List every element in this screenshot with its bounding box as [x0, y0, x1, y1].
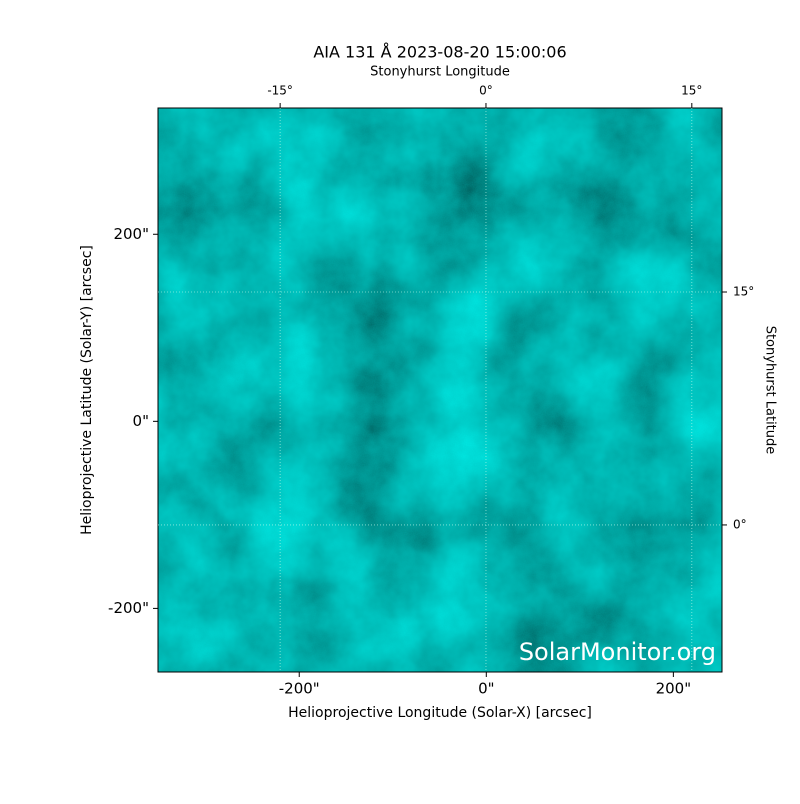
x2-axis-label: Stonyhurst Longitude [370, 65, 510, 80]
x2-tick-label: 15° [681, 84, 702, 98]
x2-tick-label: -15° [267, 84, 293, 98]
y2-tick-label: 0° [733, 517, 747, 531]
y2-tick-label: 15° [733, 285, 754, 299]
watermark: SolarMonitor.org [519, 638, 716, 666]
y-tick-label: -200" [108, 599, 149, 617]
axes-frame [157, 107, 723, 673]
y-axis-label: Helioprojective Latitude (Solar-Y) [arcs… [79, 245, 95, 535]
x2-tick-label: 0° [479, 84, 493, 98]
y-tick-label: 200" [113, 225, 149, 243]
x-tick-label: -200" [279, 680, 320, 698]
image-grain [158, 108, 722, 672]
x-tick-label: 200" [656, 680, 692, 698]
y2-axis-label: Stonyhurst Latitude [763, 326, 778, 455]
x-tick-label: 0" [478, 680, 494, 698]
x-axis-label: Helioprojective Longitude (Solar-X) [arc… [288, 705, 592, 721]
chart-title: AIA 131 Å 2023-08-20 15:00:06 [313, 43, 566, 62]
y-tick-label: 0" [133, 412, 149, 430]
